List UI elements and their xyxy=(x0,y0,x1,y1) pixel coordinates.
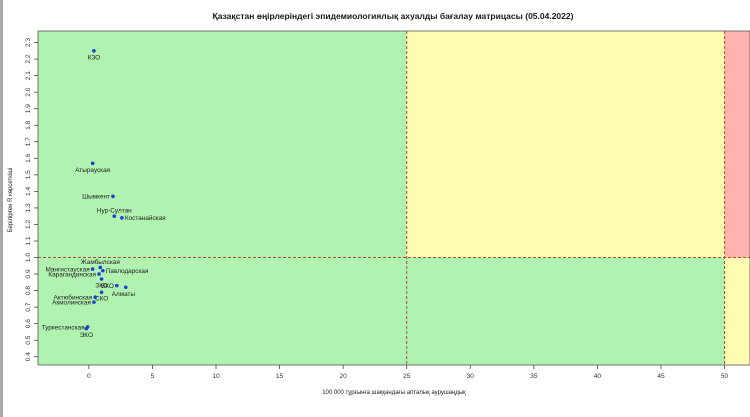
data-point xyxy=(92,49,96,53)
point-label: Жамбылская xyxy=(81,258,121,266)
y-tick-label: 1.0 xyxy=(25,253,32,262)
y-tick-label: 2.1 xyxy=(25,71,32,80)
point-label: Карагандинская xyxy=(48,271,96,278)
data-point xyxy=(90,161,95,166)
point-label: ЭКО xyxy=(80,332,93,339)
data-point xyxy=(115,283,119,288)
data-point xyxy=(120,216,124,220)
y-tick-label: 0.6 xyxy=(25,319,32,328)
x-tick-label: 40 xyxy=(594,373,602,380)
y-tick-label: 1.2 xyxy=(25,220,32,229)
data-point xyxy=(84,326,89,331)
x-tick-label: 25 xyxy=(403,373,411,380)
point-label: ВКО xyxy=(101,283,114,290)
zone-1 xyxy=(406,31,725,258)
point-label: КЗО xyxy=(88,54,100,61)
y-tick-label: 1.5 xyxy=(25,170,32,179)
y-tick-label: 2.0 xyxy=(25,87,32,96)
y-tick-label: 0.7 xyxy=(25,302,32,311)
y-tick-label: 1.6 xyxy=(25,153,32,162)
point-label: Мангистауская xyxy=(45,266,90,273)
zone-3 xyxy=(38,257,725,365)
zone-2 xyxy=(724,31,750,258)
data-point xyxy=(93,295,98,300)
data-point xyxy=(97,272,101,276)
x-tick-label: 30 xyxy=(467,373,475,380)
zone-0 xyxy=(38,31,407,258)
x-tick-label: 15 xyxy=(276,373,284,380)
y-tick-label: 0.5 xyxy=(25,335,32,344)
plot-area: 0 5 10 15 20 25 30 35 40 45 50 0.4 0.5 0.6 0.7 0.8 0.9 1.… xyxy=(25,30,750,380)
x-tick-label: 5 xyxy=(151,373,155,380)
data-point xyxy=(111,194,115,199)
point-label: Шымкент xyxy=(82,194,110,201)
data-point xyxy=(112,214,117,218)
x-tick-label: 0 xyxy=(87,373,91,380)
point-label: Костанайская xyxy=(125,214,166,222)
y-tick-label: 2.3 xyxy=(25,38,32,47)
y-tick-label: 1.3 xyxy=(25,203,32,212)
y-tick-label: 1.1 xyxy=(25,236,32,245)
point-label: Павлодарская xyxy=(106,268,149,275)
data-point xyxy=(123,285,128,290)
y-tick-label: 1.8 xyxy=(25,120,32,129)
y-axis-label: Берілірген R көрсеткіші xyxy=(8,168,14,233)
point-label: Актюбинская xyxy=(53,294,92,302)
y-tick-label: 1.7 xyxy=(25,137,32,146)
x-axis-label: 100 000 тұрғынға шаққандағы апталық ауру… xyxy=(322,390,466,396)
y-tick-label: 0.8 xyxy=(25,286,32,295)
data-point xyxy=(98,265,103,270)
y-tick-label: 1.4 xyxy=(25,186,32,195)
x-tick-label: 20 xyxy=(339,373,347,380)
point-label: Атырауская xyxy=(75,167,110,174)
x-tick-label: 50 xyxy=(721,373,729,380)
y-tick-label: 0.4 xyxy=(25,352,32,361)
plot-frame xyxy=(37,30,750,366)
x-tick-label: 45 xyxy=(657,373,665,380)
point-label: Туркестанская xyxy=(42,324,85,331)
zone-4 xyxy=(724,257,750,365)
chart-title: Қазақстан өңірлеріндегі эпидемиологиялық… xyxy=(213,11,574,21)
data-point xyxy=(99,290,104,295)
point-label: Акмолинская xyxy=(52,299,91,306)
y-tick-label: 2.2 xyxy=(25,54,32,63)
y-tick-label: 0.9 xyxy=(25,269,32,278)
data-point xyxy=(90,267,95,271)
point-label: ЗКО xyxy=(95,283,108,290)
data-point xyxy=(101,268,105,273)
point-label: СКО xyxy=(95,296,108,303)
data-point xyxy=(99,277,104,281)
x-tick-label: 35 xyxy=(530,373,538,380)
point-label: Нур-Султан xyxy=(97,208,132,215)
data-point xyxy=(92,300,96,304)
y-tick-label: 1.9 xyxy=(25,104,32,113)
point-label: Алматы xyxy=(112,291,136,298)
x-tick-label: 10 xyxy=(212,373,220,380)
